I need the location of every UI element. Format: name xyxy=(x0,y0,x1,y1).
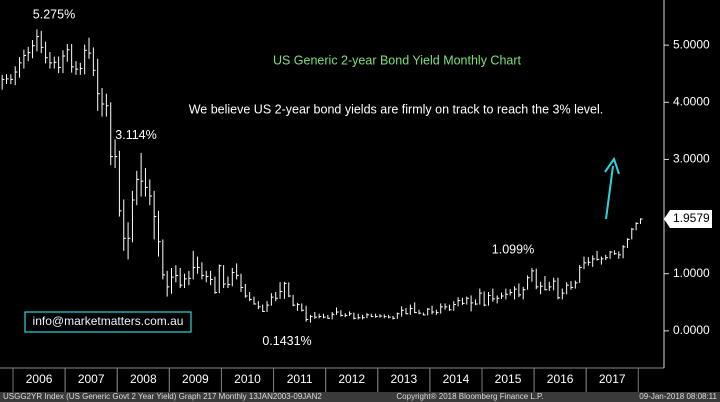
y-tick-label: 1.0000 xyxy=(673,266,710,280)
x-tick-label: 2012 xyxy=(338,372,365,386)
annotation: 3.114% xyxy=(115,128,156,142)
footer-center: Copyright® 2018 Bloomberg Finance L.P. xyxy=(396,392,543,401)
y-tick-label: 3.0000 xyxy=(673,152,710,166)
x-tick-label: 2011 xyxy=(287,372,313,386)
last-value-label: 1.9579 xyxy=(673,211,710,225)
x-tick-label: 2016 xyxy=(547,372,574,386)
x-tick-label: 2010 xyxy=(234,372,261,386)
x-tick-label: 2017 xyxy=(599,372,626,386)
contact: info@marketmatters.com.au xyxy=(33,314,184,328)
x-tick-label: 2015 xyxy=(495,372,522,386)
x-tick-label: 2006 xyxy=(26,372,53,386)
last-value-box xyxy=(664,209,712,228)
annotation: 0.1431% xyxy=(262,334,311,348)
footer-left: USGG2YR Index (US Generic Govt 2 Year Yi… xyxy=(3,392,322,401)
arrow-head xyxy=(604,156,620,175)
x-tick-label: 2009 xyxy=(182,372,209,386)
footer-right: 09-Jan-2018 08:08:11 xyxy=(639,392,717,401)
annotation: 1.099% xyxy=(492,242,534,256)
y-tick-label: 5.0000 xyxy=(673,37,710,51)
annotation: 5.275% xyxy=(33,8,75,22)
chart-subtitle: We believe US 2-year bond yields are fir… xyxy=(189,102,604,116)
arrow-shaft xyxy=(605,165,614,220)
y-tick-label: 4.0000 xyxy=(673,94,710,108)
footer-band xyxy=(0,392,720,402)
x-tick-label: 2014 xyxy=(443,372,470,386)
contact-box xyxy=(24,311,192,333)
chart-title: US Generic 2-year Bond Yield Monthly Cha… xyxy=(273,53,522,67)
x-tick-label: 2007 xyxy=(78,372,105,386)
x-tick-label: 2008 xyxy=(130,372,157,386)
y-tick-label: 0.0000 xyxy=(673,323,710,337)
x-tick-label: 2013 xyxy=(390,372,417,386)
